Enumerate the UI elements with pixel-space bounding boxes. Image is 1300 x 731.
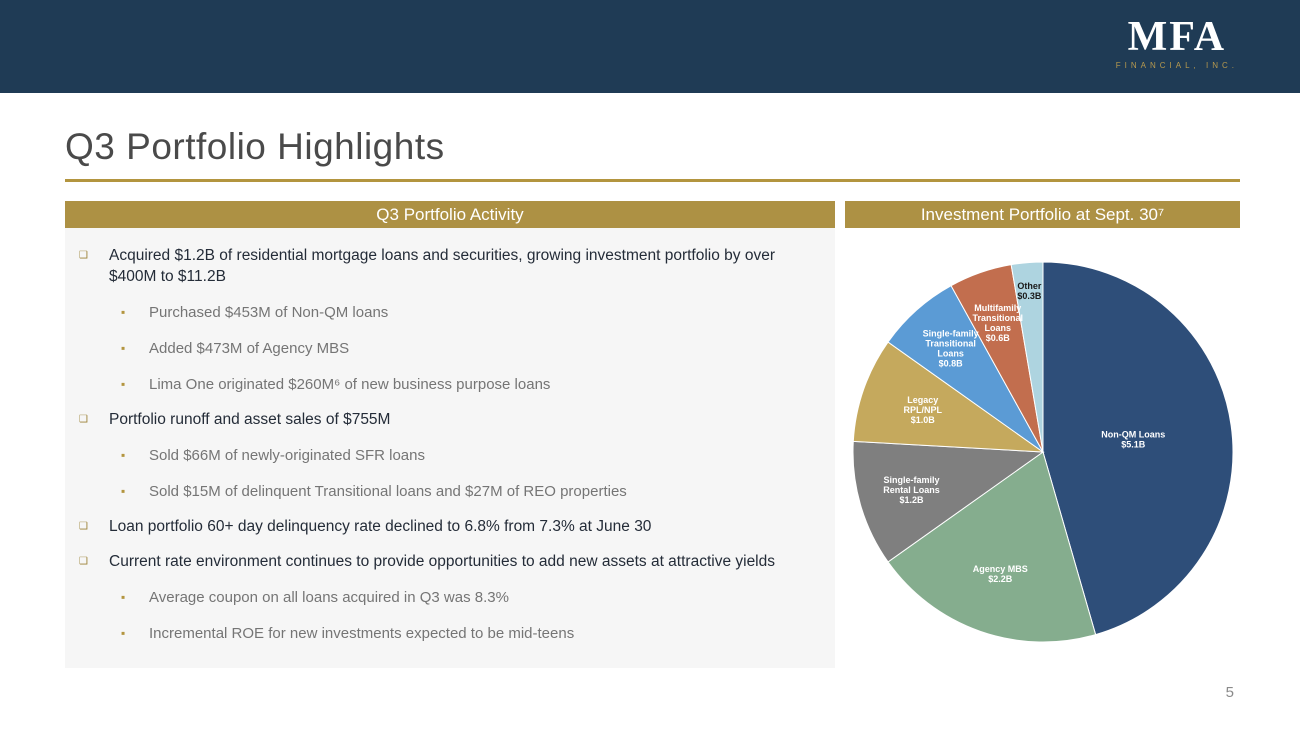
top-bar: MFA FINANCIAL, INC. bbox=[0, 0, 1300, 93]
mfa-logo-subtitle: FINANCIAL, INC. bbox=[1115, 61, 1238, 70]
bullet-text: Sold $66M of newly-originated SFR loans bbox=[149, 447, 425, 464]
small-square-bullet-icon: ▪ bbox=[121, 305, 126, 319]
portfolio-panel: Non-QM Loans $5.1B Agency MBS $2.2B Single-f… bbox=[845, 228, 1240, 676]
bullet-text: Portfolio runoff and asset sales of $755… bbox=[109, 411, 391, 428]
portfolio-header: Investment Portfolio at Sept. 30⁷ bbox=[845, 201, 1240, 228]
pie-slice-legacy-rpl-npl bbox=[852, 341, 1045, 453]
bullet-text: Average coupon on all loans acquired in … bbox=[149, 589, 509, 606]
pie-label-single-family-transitional-loans: Single-family Transitional Loans $0.8B bbox=[923, 329, 979, 369]
portfolio-pie-chart: Non-QM Loans $5.1B Agency MBS $2.2B Single-f… bbox=[852, 261, 1234, 643]
small-square-bullet-icon: ▪ bbox=[121, 341, 126, 355]
mfa-logo-text: MFA bbox=[1127, 14, 1227, 60]
small-square-bullet-icon: ▪ bbox=[121, 590, 126, 604]
sub-bullet-item: ▪ Sold $66M of newly-originated SFR loans bbox=[121, 445, 807, 466]
sub-bullet-item: ▪ Lima One originated $260M⁶ of new busin… bbox=[121, 374, 807, 395]
bullet-text: Loan portfolio 60+ day delinquency rate … bbox=[109, 518, 652, 535]
pie-slice-non-qm-loans bbox=[1042, 261, 1234, 636]
bullet-item: ❑ Current rate environment continues to p… bbox=[73, 551, 807, 572]
square-bullet-icon: ❑ bbox=[79, 250, 88, 261]
pie-label-legacy-rpl-npl: Legacy RPL/NPL $1.0B bbox=[904, 395, 943, 425]
sub-bullet-item: ▪ Incremental ROE for new investments exp… bbox=[121, 623, 807, 644]
bullet-item: ❑ Loan portfolio 60+ day delinquency rate… bbox=[73, 516, 807, 537]
bullet-text: Acquired $1.2B of residential mortgage l… bbox=[109, 247, 776, 285]
square-bullet-icon: ❑ bbox=[79, 414, 88, 425]
pie-slice-agency-mbs bbox=[887, 451, 1097, 643]
sub-bullet-item: ▪ Average coupon on all loans acquired in… bbox=[121, 587, 807, 608]
bullet-text: Current rate environment continues to pr… bbox=[109, 553, 776, 570]
small-square-bullet-icon: ▪ bbox=[121, 448, 126, 462]
bullet-item: ❑ Acquired $1.2B of residential mortgage … bbox=[73, 245, 807, 287]
sub-bullet-item: ▪ Purchased $453M of Non-QM loans bbox=[121, 302, 807, 323]
pie-label-other: Other $0.3B bbox=[1017, 281, 1042, 301]
mfa-logo: MFA FINANCIAL, INC. bbox=[1116, 16, 1238, 70]
sub-bullet-item: ▪ Added $473M of Agency MBS bbox=[121, 338, 807, 359]
pie-label-multifamily-transitional-loans: Multifamily Transitional Loans $0.6B bbox=[973, 303, 1024, 343]
small-square-bullet-icon: ▪ bbox=[121, 377, 126, 391]
bullet-text: Purchased $453M of Non-QM loans bbox=[149, 304, 389, 321]
title-divider bbox=[65, 179, 1240, 182]
small-square-bullet-icon: ▪ bbox=[121, 626, 126, 640]
sub-bullet-item: ▪ Sold $15M of delinquent Transitional lo… bbox=[121, 481, 807, 502]
square-bullet-icon: ❑ bbox=[79, 521, 88, 532]
square-bullet-icon: ❑ bbox=[79, 556, 88, 567]
bullet-item: ❑ Portfolio runoff and asset sales of $75… bbox=[73, 409, 807, 430]
page-title: Q3 Portfolio Highlights bbox=[65, 126, 445, 167]
activity-panel: ❑ Acquired $1.2B of residential mortgage … bbox=[65, 228, 835, 668]
pie-label-single-family-rental-loans: Single-family Rental Loans $1.2B bbox=[883, 475, 940, 505]
bullet-text: Lima One originated $260M⁶ of new busine… bbox=[149, 376, 551, 393]
bullet-text: Sold $15M of delinquent Transitional loa… bbox=[149, 483, 627, 500]
pie-slice-other bbox=[1010, 261, 1044, 453]
small-square-bullet-icon: ▪ bbox=[121, 484, 126, 498]
activity-list: ❑ Acquired $1.2B of residential mortgage … bbox=[73, 245, 807, 644]
pie-label-non-qm-loans: Non-QM Loans $5.1B bbox=[1101, 429, 1165, 449]
bullet-text: Added $473M of Agency MBS bbox=[149, 340, 350, 357]
bullet-text: Incremental ROE for new investments expe… bbox=[149, 625, 575, 642]
pie-slice-single-family-rental-loans bbox=[852, 440, 1045, 563]
page-number: 5 bbox=[1225, 684, 1234, 701]
activity-header: Q3 Portfolio Activity bbox=[65, 201, 835, 228]
pie-label-agency-mbs: Agency MBS $2.2B bbox=[973, 564, 1028, 584]
